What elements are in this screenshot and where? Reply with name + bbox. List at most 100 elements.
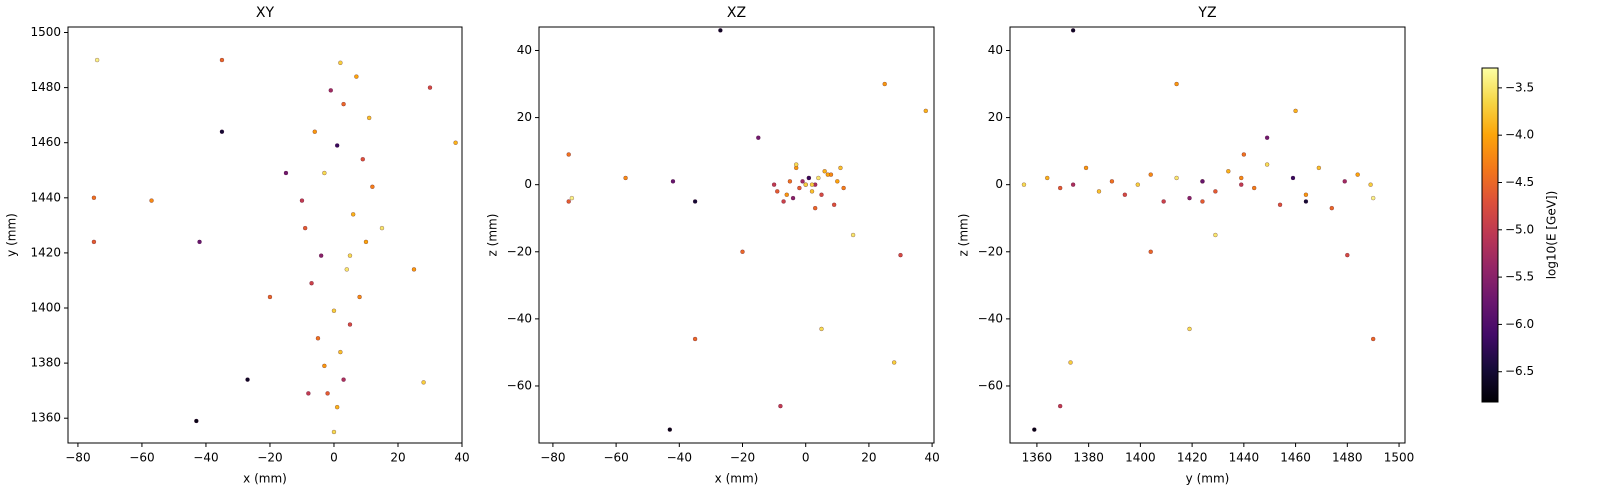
hit-point xyxy=(771,182,777,187)
y-tick-label: 0 xyxy=(995,177,1003,191)
hit-point xyxy=(318,253,324,258)
colorbar-tick-label: −5.0 xyxy=(1505,222,1534,236)
hit-point xyxy=(623,175,628,181)
hit-point xyxy=(835,179,840,184)
hit-point xyxy=(667,427,673,432)
hit-point xyxy=(1264,135,1270,140)
hit-point xyxy=(1213,189,1218,194)
x-tick-label: 0 xyxy=(802,451,810,465)
hit-point xyxy=(306,391,311,396)
x-tick-label: −60 xyxy=(129,451,154,465)
hit-point xyxy=(1148,172,1153,177)
x-axis-label: x (mm) xyxy=(715,472,759,486)
y-tick-label: 1420 xyxy=(30,245,61,259)
hit-point xyxy=(1057,403,1063,409)
y-tick-label: −40 xyxy=(978,311,1003,325)
hit-point xyxy=(800,179,805,184)
hit-point xyxy=(331,429,337,435)
y-tick-label: 1360 xyxy=(30,411,61,425)
y-tick-label: 1400 xyxy=(30,301,61,315)
x-tick-label: 1360 xyxy=(1022,451,1053,465)
hit-point xyxy=(809,189,815,194)
x-axis-label: y (mm) xyxy=(1186,472,1230,486)
hit-point xyxy=(1329,205,1335,211)
y-tick-label: 0 xyxy=(524,177,532,191)
plot-area xyxy=(539,27,934,443)
x-tick-label: 20 xyxy=(861,451,876,465)
hit-point xyxy=(692,199,698,204)
y-tick-label: −40 xyxy=(507,311,532,325)
hit-point xyxy=(566,199,571,204)
x-tick-label: −80 xyxy=(65,451,90,465)
hit-point xyxy=(94,57,100,63)
hit-point xyxy=(322,363,327,369)
y-tick-label: −60 xyxy=(978,378,1003,392)
axes-frame xyxy=(67,26,463,444)
hit-point xyxy=(1355,172,1360,177)
hit-point xyxy=(793,162,799,167)
x-tick-label: 1400 xyxy=(1125,451,1156,465)
hit-point xyxy=(357,294,362,300)
hit-point xyxy=(315,336,321,341)
hit-point xyxy=(825,172,831,177)
y-tick-label: −20 xyxy=(978,244,1003,258)
hit-point xyxy=(1316,165,1322,171)
hit-point xyxy=(1044,175,1050,181)
x-tick-label: −80 xyxy=(540,451,565,465)
hit-point xyxy=(891,360,897,365)
hit-point xyxy=(756,135,761,140)
panel-title: XZ xyxy=(727,5,746,21)
hit-point xyxy=(822,169,827,174)
hit-point xyxy=(1303,192,1309,197)
x-tick-label: 1420 xyxy=(1177,451,1208,465)
y-tick-label: 1380 xyxy=(30,356,61,370)
hit-point xyxy=(334,143,340,148)
y-tick-label: 40 xyxy=(988,43,1003,57)
hit-point xyxy=(819,326,824,332)
y-tick-label: 1500 xyxy=(30,25,61,39)
hit-point xyxy=(354,74,359,79)
hit-point xyxy=(1068,360,1073,365)
y-tick-label: 1460 xyxy=(30,135,61,149)
hit-point xyxy=(809,182,815,187)
hit-point xyxy=(838,165,843,171)
hit-point xyxy=(566,152,571,157)
hit-point xyxy=(819,192,824,197)
hit-point xyxy=(1021,182,1027,187)
hit-point xyxy=(302,225,308,231)
colorbar-tick-label: −5.5 xyxy=(1505,270,1534,284)
hit-point xyxy=(923,108,929,114)
hit-point xyxy=(363,239,369,245)
hit-point xyxy=(331,308,337,314)
plot-area xyxy=(1010,27,1405,443)
hit-point xyxy=(1277,202,1283,208)
hit-point xyxy=(245,377,250,382)
hit-point xyxy=(219,129,225,134)
hit-point xyxy=(569,195,575,201)
hit-point xyxy=(1200,179,1205,184)
panel-title: YZ xyxy=(1197,5,1216,21)
hit-point xyxy=(718,28,723,33)
hit-point xyxy=(784,192,789,197)
hit-point xyxy=(194,418,199,424)
hit-point xyxy=(1342,179,1347,184)
hit-point xyxy=(411,267,417,272)
x-tick-label: −40 xyxy=(667,451,692,465)
hit-point xyxy=(1251,185,1257,191)
y-axis-label: z (mm) xyxy=(957,214,971,257)
hit-point xyxy=(1241,152,1247,157)
hit-point xyxy=(379,225,385,231)
hit-point xyxy=(1226,169,1231,174)
hit-point xyxy=(1264,162,1270,167)
hit-point xyxy=(91,239,97,245)
hit-point xyxy=(267,294,273,300)
hit-point xyxy=(670,179,676,184)
hit-point xyxy=(797,185,802,191)
hit-point xyxy=(1161,199,1166,204)
hit-point xyxy=(1032,427,1037,432)
hit-point xyxy=(370,184,375,190)
hit-point xyxy=(831,202,837,208)
y-tick-label: 1440 xyxy=(30,190,61,204)
x-tick-label: 1460 xyxy=(1280,451,1311,465)
